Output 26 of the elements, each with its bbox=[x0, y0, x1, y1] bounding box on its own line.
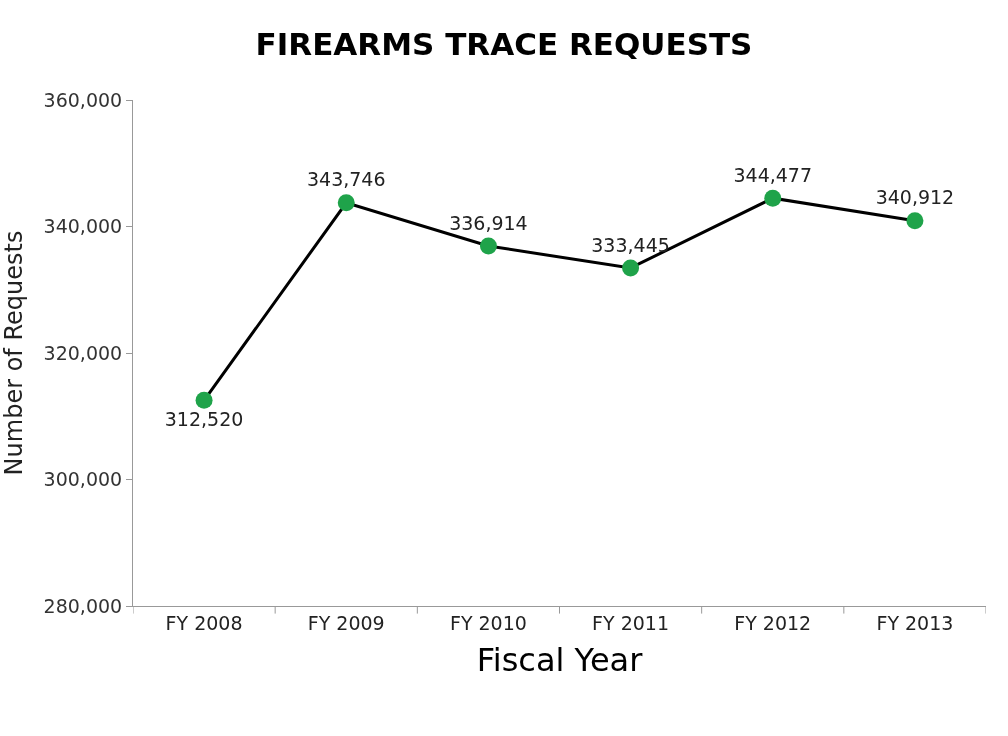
y-tick-label: 340,000 bbox=[43, 215, 123, 238]
x-tick-label: FY 2013 bbox=[876, 611, 954, 634]
y-tick-label: 320,000 bbox=[43, 341, 123, 364]
data-label: 336,914 bbox=[449, 211, 528, 234]
y-tick-label: 280,000 bbox=[43, 594, 123, 617]
x-tick-label: FY 2010 bbox=[449, 611, 527, 634]
x-axis-title: Fiscal Year bbox=[476, 640, 644, 679]
chart-title: FIREARMS TRACE REQUESTS bbox=[255, 25, 753, 62]
point bbox=[337, 194, 355, 212]
data-label: 344,477 bbox=[733, 163, 813, 186]
x-tick-label: FY 2012 bbox=[734, 611, 812, 634]
x-tick-label: FY 2008 bbox=[165, 611, 243, 634]
data-label: 333,445 bbox=[591, 233, 670, 256]
data-label: 340,912 bbox=[875, 186, 955, 209]
point bbox=[479, 237, 497, 255]
x-tick-label: FY 2011 bbox=[592, 611, 670, 634]
point bbox=[764, 189, 782, 207]
point bbox=[195, 391, 213, 409]
y-tick-label: 300,000 bbox=[43, 468, 123, 491]
data-label: 343,746 bbox=[306, 168, 386, 191]
y-tick-label: 360,000 bbox=[43, 88, 123, 111]
x-tick-label: FY 2009 bbox=[307, 611, 385, 634]
point bbox=[622, 259, 640, 277]
point bbox=[906, 212, 924, 230]
data-label: 312,520 bbox=[164, 408, 244, 431]
y-axis-title: Number of Requests bbox=[0, 230, 28, 476]
